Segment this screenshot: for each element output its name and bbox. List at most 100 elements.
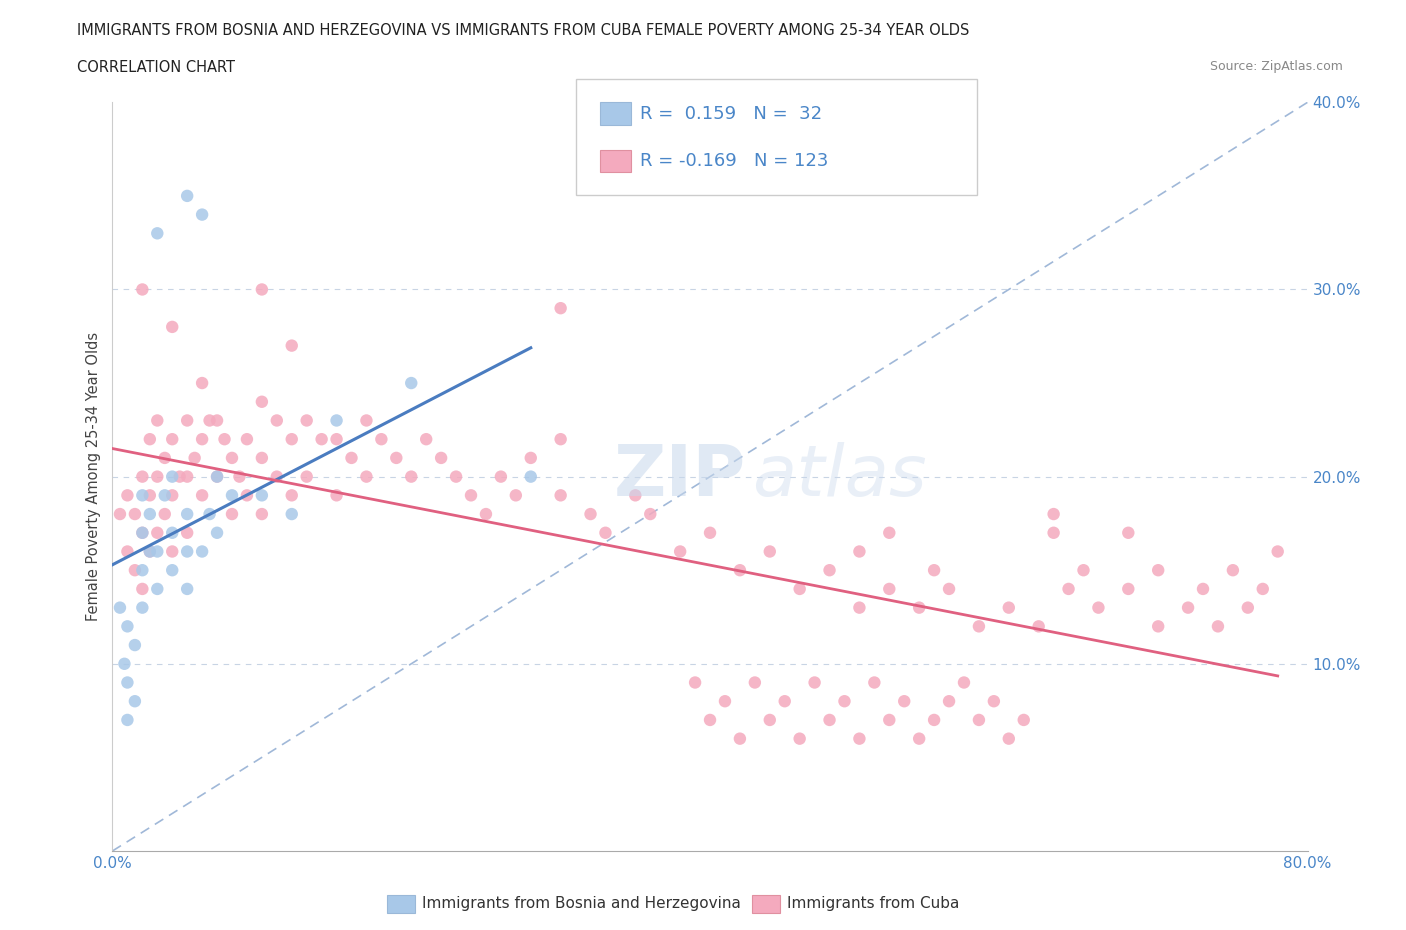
Text: Immigrants from Bosnia and Herzegovina: Immigrants from Bosnia and Herzegovina (422, 897, 741, 911)
Point (117, 544, 139, 559)
Point (356, 469, 378, 484)
Point (295, 413, 318, 428)
Point (214, 432, 236, 446)
Point (759, 544, 782, 559)
Text: CORRELATION CHART: CORRELATION CHART (77, 60, 235, 75)
Point (475, 507, 498, 522)
Point (205, 413, 228, 428)
Point (131, 525, 153, 540)
Point (325, 488, 347, 503)
Point (250, 450, 273, 465)
Point (1192, 581, 1215, 596)
Point (1222, 563, 1244, 578)
Point (1042, 507, 1064, 522)
Point (1118, 525, 1140, 540)
Point (1012, 712, 1035, 727)
Point (266, 413, 288, 428)
Point (191, 207, 214, 222)
Point (1028, 619, 1050, 634)
Point (162, 563, 183, 578)
Point (124, 563, 146, 578)
Point (848, 731, 870, 746)
Point (1267, 544, 1289, 559)
Point (818, 563, 841, 578)
Point (250, 394, 273, 409)
Point (146, 469, 169, 484)
Point (385, 450, 408, 465)
Point (550, 300, 572, 315)
Point (1073, 563, 1095, 578)
Point (176, 581, 198, 596)
Point (579, 507, 602, 522)
Point (340, 450, 363, 465)
Point (205, 525, 228, 540)
Point (295, 469, 318, 484)
Text: Source: ZipAtlas.com: Source: ZipAtlas.com (1209, 60, 1343, 73)
Point (153, 488, 176, 503)
Point (146, 525, 169, 540)
Point (863, 675, 886, 690)
Point (221, 450, 243, 465)
Point (131, 600, 153, 615)
Point (281, 488, 304, 503)
Point (401, 469, 423, 484)
Point (773, 694, 796, 709)
Point (1147, 619, 1170, 634)
Point (139, 488, 162, 503)
Point (311, 432, 333, 446)
Point (1177, 600, 1199, 615)
Point (131, 488, 153, 503)
Point (221, 488, 243, 503)
Point (922, 563, 945, 578)
Point (520, 450, 543, 465)
Point (938, 581, 960, 596)
Point (879, 581, 901, 596)
Point (250, 282, 273, 297)
Point (139, 432, 162, 446)
Point (198, 507, 221, 522)
Text: R = -0.169   N = 123: R = -0.169 N = 123 (640, 152, 828, 169)
Point (176, 544, 198, 559)
Point (205, 469, 228, 484)
Point (683, 675, 706, 690)
Point (624, 488, 647, 503)
Point (176, 413, 198, 428)
Point (444, 469, 467, 484)
Point (908, 731, 931, 746)
Point (139, 507, 162, 522)
Text: ZIP: ZIP (613, 442, 747, 512)
Point (162, 488, 183, 503)
Point (520, 469, 543, 484)
Point (191, 488, 214, 503)
Point (281, 339, 304, 353)
Point (281, 507, 304, 522)
Point (131, 282, 153, 297)
Point (714, 694, 737, 709)
Point (117, 675, 139, 690)
Point (370, 432, 392, 446)
Point (176, 469, 198, 484)
Point (162, 432, 183, 446)
Point (1057, 581, 1080, 596)
Point (744, 675, 766, 690)
Point (131, 469, 153, 484)
Point (146, 226, 169, 241)
Text: IMMIGRANTS FROM BOSNIA AND HERZEGOVINA VS IMMIGRANTS FROM CUBA FEMALE POVERTY AM: IMMIGRANTS FROM BOSNIA AND HERZEGOVINA V… (77, 23, 970, 38)
Point (953, 675, 976, 690)
Point (922, 712, 945, 727)
Point (236, 488, 259, 503)
Point (153, 507, 176, 522)
Point (699, 712, 721, 727)
Point (162, 544, 183, 559)
Text: R =  0.159   N =  32: R = 0.159 N = 32 (640, 105, 823, 123)
Point (108, 507, 131, 522)
Point (176, 507, 198, 522)
Point (998, 731, 1021, 746)
Point (834, 694, 856, 709)
Point (228, 469, 250, 484)
Point (139, 544, 162, 559)
Point (803, 675, 825, 690)
Point (162, 469, 183, 484)
Point (789, 731, 811, 746)
Point (191, 376, 214, 391)
